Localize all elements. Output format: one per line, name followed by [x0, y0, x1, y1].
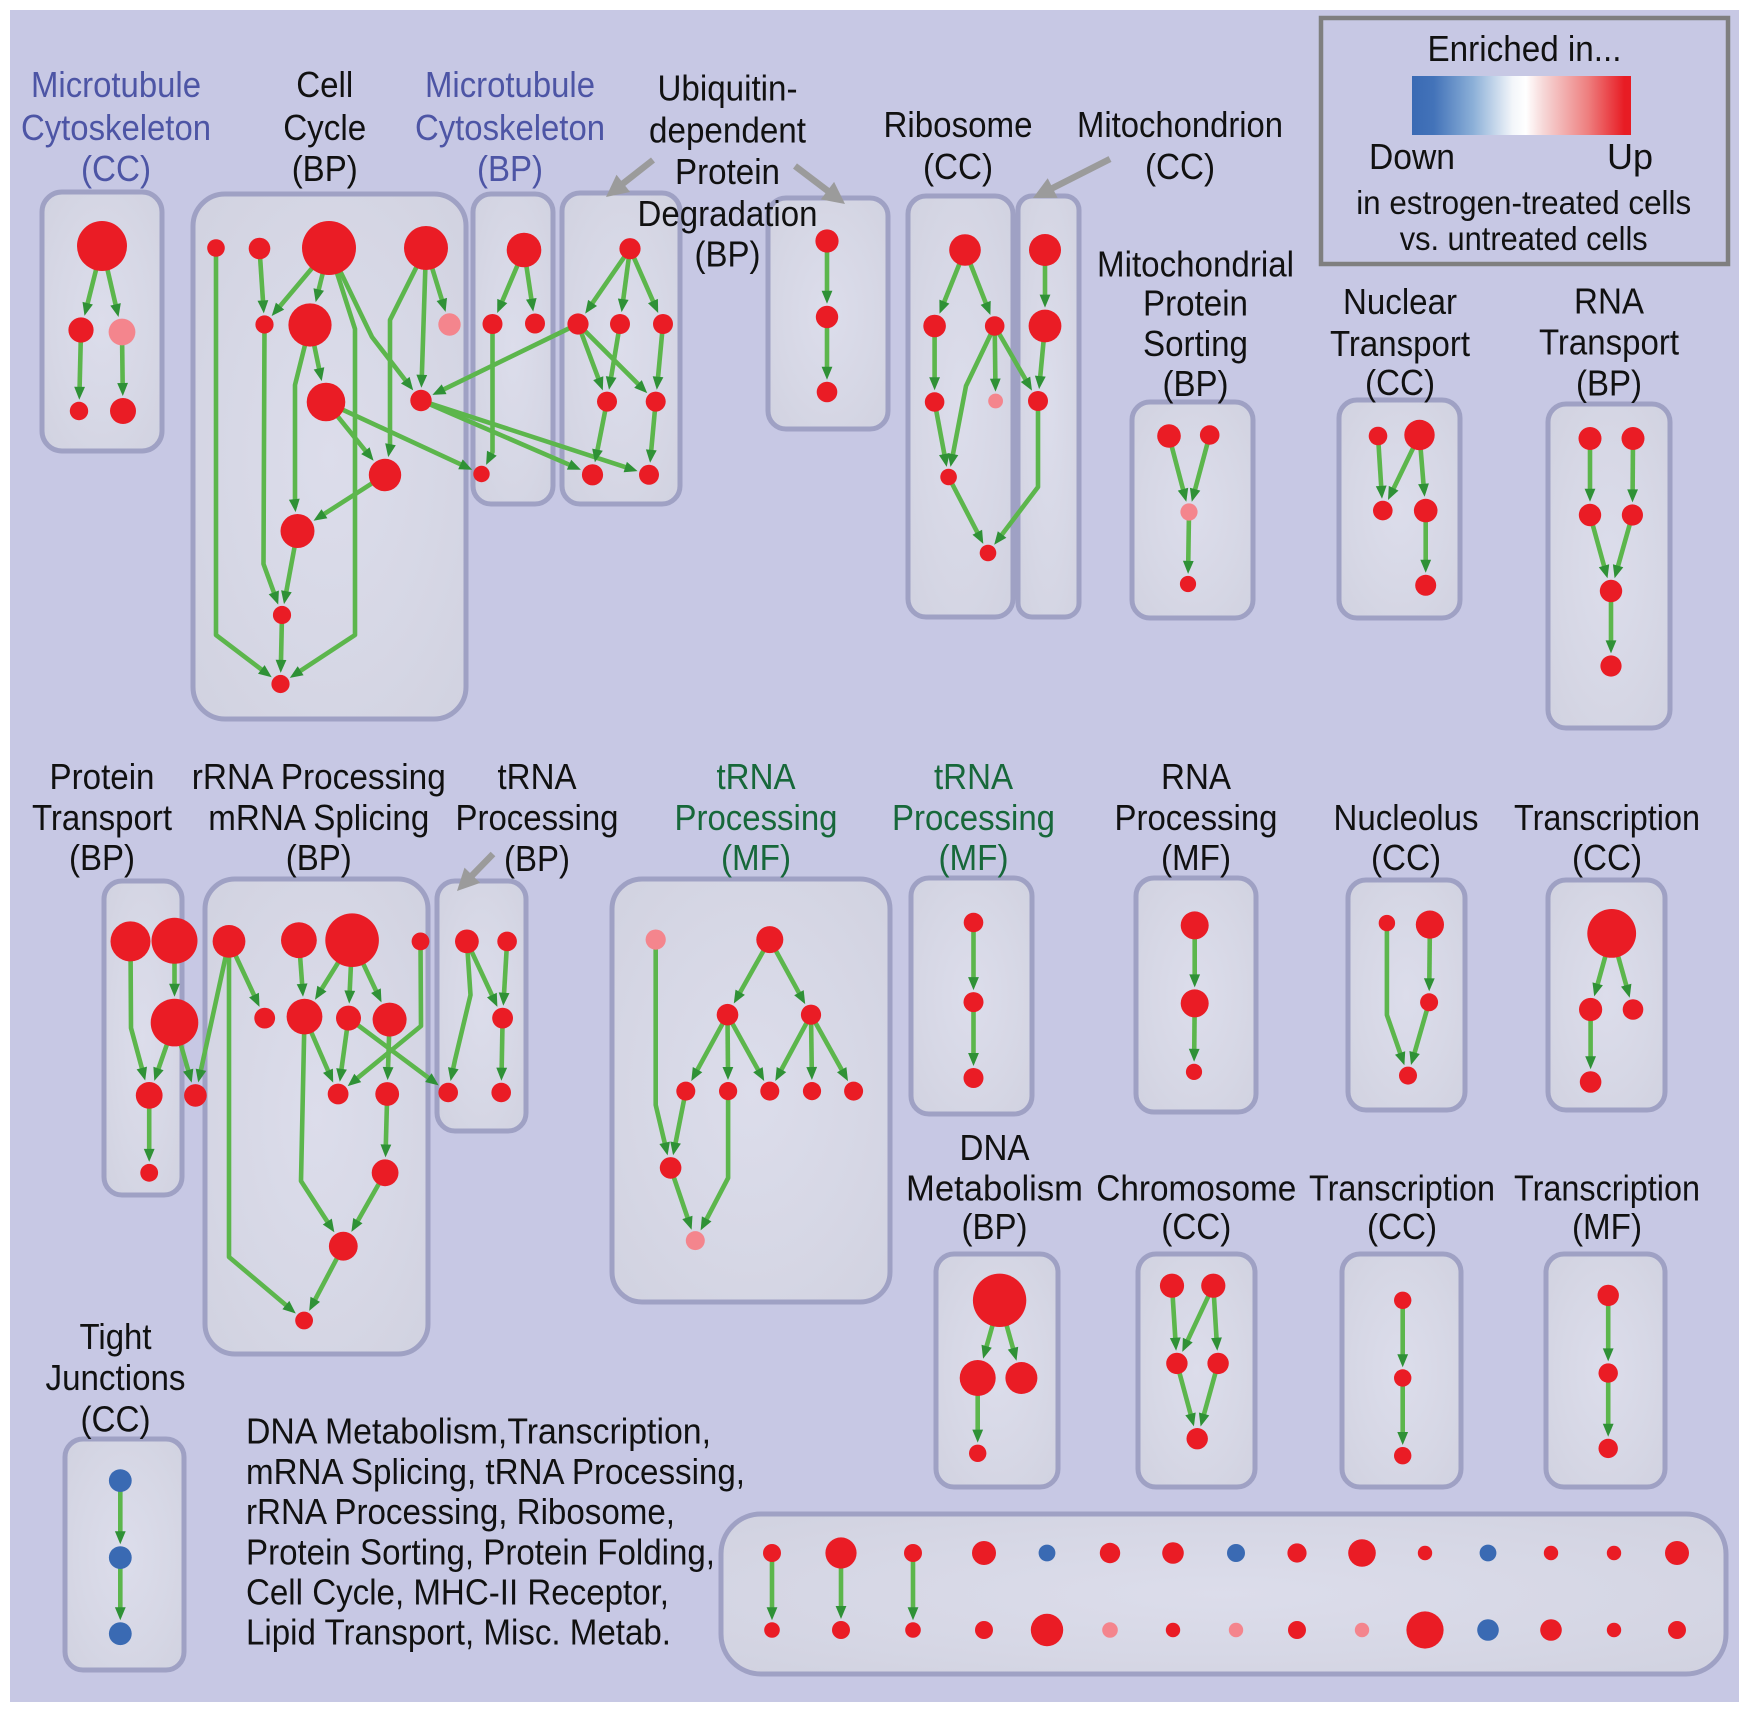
svg-text:Cell: Cell — [296, 64, 353, 105]
svg-text:Transcription: Transcription — [1514, 1168, 1700, 1209]
svg-text:Protein: Protein — [675, 151, 780, 192]
svg-text:Transcription: Transcription — [1309, 1168, 1495, 1209]
svg-text:(CC): (CC) — [923, 146, 993, 187]
svg-text:(CC): (CC) — [81, 1399, 151, 1440]
svg-text:(BP): (BP) — [1576, 362, 1642, 403]
svg-text:(CC): (CC) — [1371, 837, 1441, 878]
svg-text:Mitochondrion: Mitochondrion — [1077, 104, 1283, 145]
svg-text:Nucleolus: Nucleolus — [1334, 797, 1479, 838]
svg-text:RNA: RNA — [1161, 756, 1231, 797]
svg-text:Tight: Tight — [80, 1316, 152, 1357]
svg-text:(BP): (BP) — [1163, 363, 1229, 404]
svg-text:(MF): (MF) — [1161, 837, 1231, 878]
svg-text:Transport: Transport — [32, 797, 172, 838]
svg-text:rRNA Processing: rRNA Processing — [192, 756, 446, 797]
svg-text:tRNA: tRNA — [498, 756, 577, 797]
svg-text:(CC): (CC) — [1145, 146, 1215, 187]
svg-text:mRNA Splicing, tRNA Processing: mRNA Splicing, tRNA Processing, — [246, 1451, 745, 1492]
svg-text:Mitochondrial: Mitochondrial — [1097, 243, 1294, 284]
svg-text:Cytoskeleton: Cytoskeleton — [21, 107, 211, 148]
svg-text:Up: Up — [1607, 136, 1653, 177]
svg-text:Metabolism: Metabolism — [906, 1168, 1083, 1209]
svg-text:Cell Cycle, MHC-II Receptor,: Cell Cycle, MHC-II Receptor, — [246, 1572, 669, 1613]
svg-text:Processing: Processing — [675, 797, 838, 838]
svg-text:(MF): (MF) — [939, 837, 1009, 878]
svg-text:(BP): (BP) — [477, 148, 543, 189]
svg-text:Transcription: Transcription — [1514, 797, 1700, 838]
svg-text:Transport: Transport — [1330, 323, 1470, 364]
svg-text:vs. untreated cells: vs. untreated cells — [1400, 220, 1648, 257]
svg-text:(BP): (BP) — [695, 234, 761, 275]
svg-text:RNA: RNA — [1574, 281, 1644, 322]
svg-text:DNA: DNA — [960, 1127, 1030, 1168]
svg-text:Transport: Transport — [1539, 322, 1679, 363]
svg-text:tRNA: tRNA — [717, 756, 796, 797]
svg-text:Microtubule: Microtubule — [425, 64, 595, 105]
svg-text:(MF): (MF) — [721, 837, 791, 878]
svg-text:in estrogen-treated cells: in estrogen-treated cells — [1356, 184, 1691, 221]
svg-text:Lipid Transport, Misc. Metab.: Lipid Transport, Misc. Metab. — [246, 1612, 671, 1653]
svg-text:(CC): (CC) — [81, 148, 151, 189]
svg-text:Enriched in...: Enriched in... — [1428, 28, 1622, 69]
svg-text:Processing: Processing — [1115, 797, 1278, 838]
svg-text:rRNA Processing, Ribosome,: rRNA Processing, Ribosome, — [246, 1491, 675, 1532]
svg-text:(MF): (MF) — [1572, 1206, 1642, 1247]
svg-text:Sorting: Sorting — [1143, 323, 1248, 364]
svg-text:(BP): (BP) — [504, 838, 570, 879]
svg-text:(CC): (CC) — [1365, 362, 1435, 403]
svg-text:Protein Sorting, Protein Foldi: Protein Sorting, Protein Folding, — [246, 1531, 715, 1572]
svg-text:Nuclear: Nuclear — [1343, 281, 1457, 322]
svg-text:mRNA Splicing: mRNA Splicing — [208, 797, 429, 838]
svg-text:DNA Metabolism,Transcription,: DNA Metabolism,Transcription, — [246, 1411, 711, 1452]
svg-text:Cytoskeleton: Cytoskeleton — [415, 107, 605, 148]
svg-text:Processing: Processing — [456, 797, 619, 838]
svg-text:Degradation: Degradation — [638, 193, 818, 234]
svg-text:(BP): (BP) — [69, 837, 135, 878]
svg-text:Processing: Processing — [892, 797, 1055, 838]
svg-text:dependent: dependent — [649, 109, 806, 150]
svg-text:(CC): (CC) — [1367, 1206, 1437, 1247]
svg-text:(BP): (BP) — [962, 1206, 1028, 1247]
svg-text:Microtubule: Microtubule — [31, 64, 201, 105]
svg-text:Cycle: Cycle — [283, 107, 366, 148]
svg-text:Chromosome: Chromosome — [1096, 1168, 1296, 1209]
svg-text:Junctions: Junctions — [46, 1357, 186, 1398]
svg-text:(BP): (BP) — [286, 837, 352, 878]
svg-text:Ubiquitin-: Ubiquitin- — [658, 68, 798, 109]
svg-text:tRNA: tRNA — [934, 756, 1013, 797]
svg-text:(CC): (CC) — [1572, 837, 1642, 878]
svg-text:Protein: Protein — [1143, 282, 1248, 323]
svg-text:(BP): (BP) — [292, 148, 358, 189]
svg-text:Protein: Protein — [50, 756, 155, 797]
svg-text:Down: Down — [1369, 136, 1455, 177]
svg-text:(CC): (CC) — [1161, 1206, 1231, 1247]
svg-text:Ribosome: Ribosome — [884, 104, 1033, 145]
